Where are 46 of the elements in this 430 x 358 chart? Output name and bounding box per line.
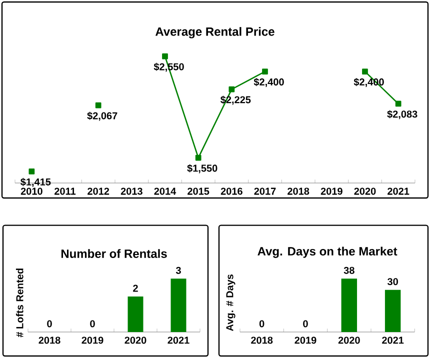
x-tick-label: 2012: [88, 188, 110, 195]
x-tick-label: 2017: [254, 188, 276, 195]
x-tick-label: 2020: [354, 188, 376, 195]
data-label: $2,400: [254, 78, 284, 87]
x-tick-label: 2010: [20, 188, 42, 195]
point: [28, 168, 35, 174]
point: [195, 154, 202, 161]
x-tick-label: 2021: [168, 336, 190, 344]
chart-title: Avg. Days on the Market: [258, 246, 398, 258]
x-tick-label: 2011: [54, 188, 76, 195]
x-tick-label: 2013: [120, 188, 142, 195]
data-label: 0: [47, 320, 52, 328]
data-label: 0: [259, 320, 264, 328]
x-tick-label: 2019: [82, 336, 104, 344]
chart-title: Average Rental Price: [155, 27, 274, 38]
data-label: $2,067: [87, 112, 118, 121]
x-tick-label: 2018: [288, 188, 310, 195]
point: [162, 53, 168, 60]
point: [95, 102, 102, 108]
y-axis-title: Avg. # Days: [226, 274, 236, 332]
data-label: $2,083: [387, 110, 418, 120]
point: [228, 86, 235, 92]
data-label: 0: [90, 320, 95, 328]
data-label: 38: [344, 266, 354, 274]
point: [262, 68, 268, 74]
chart-title: Number of Rentals: [61, 249, 167, 258]
data-label: 30: [387, 278, 398, 286]
data-label: 3: [176, 266, 181, 274]
x-tick-label: 2014: [154, 188, 176, 195]
x-tick-label: 2018: [38, 336, 60, 344]
data-label: $1,550: [187, 164, 218, 174]
x-tick-label: 2021: [388, 188, 410, 195]
x-tick-label: 2021: [382, 336, 404, 344]
x-tick-label: 2020: [338, 336, 360, 344]
point: [362, 68, 368, 74]
point: [395, 100, 402, 107]
x-tick-label: 2016: [220, 188, 242, 195]
data-label: 0: [303, 320, 308, 328]
x-tick-label: 2019: [294, 336, 316, 344]
y-axis-title: # Lofts Rented: [16, 268, 24, 338]
x-tick-label: 2015: [188, 188, 210, 195]
x-tick-label: 2018: [251, 336, 273, 344]
data-label: $1,415: [20, 178, 51, 187]
data-label: 2: [133, 284, 138, 292]
x-tick-label: 2020: [124, 336, 146, 344]
x-tick-label: 2019: [320, 188, 342, 195]
